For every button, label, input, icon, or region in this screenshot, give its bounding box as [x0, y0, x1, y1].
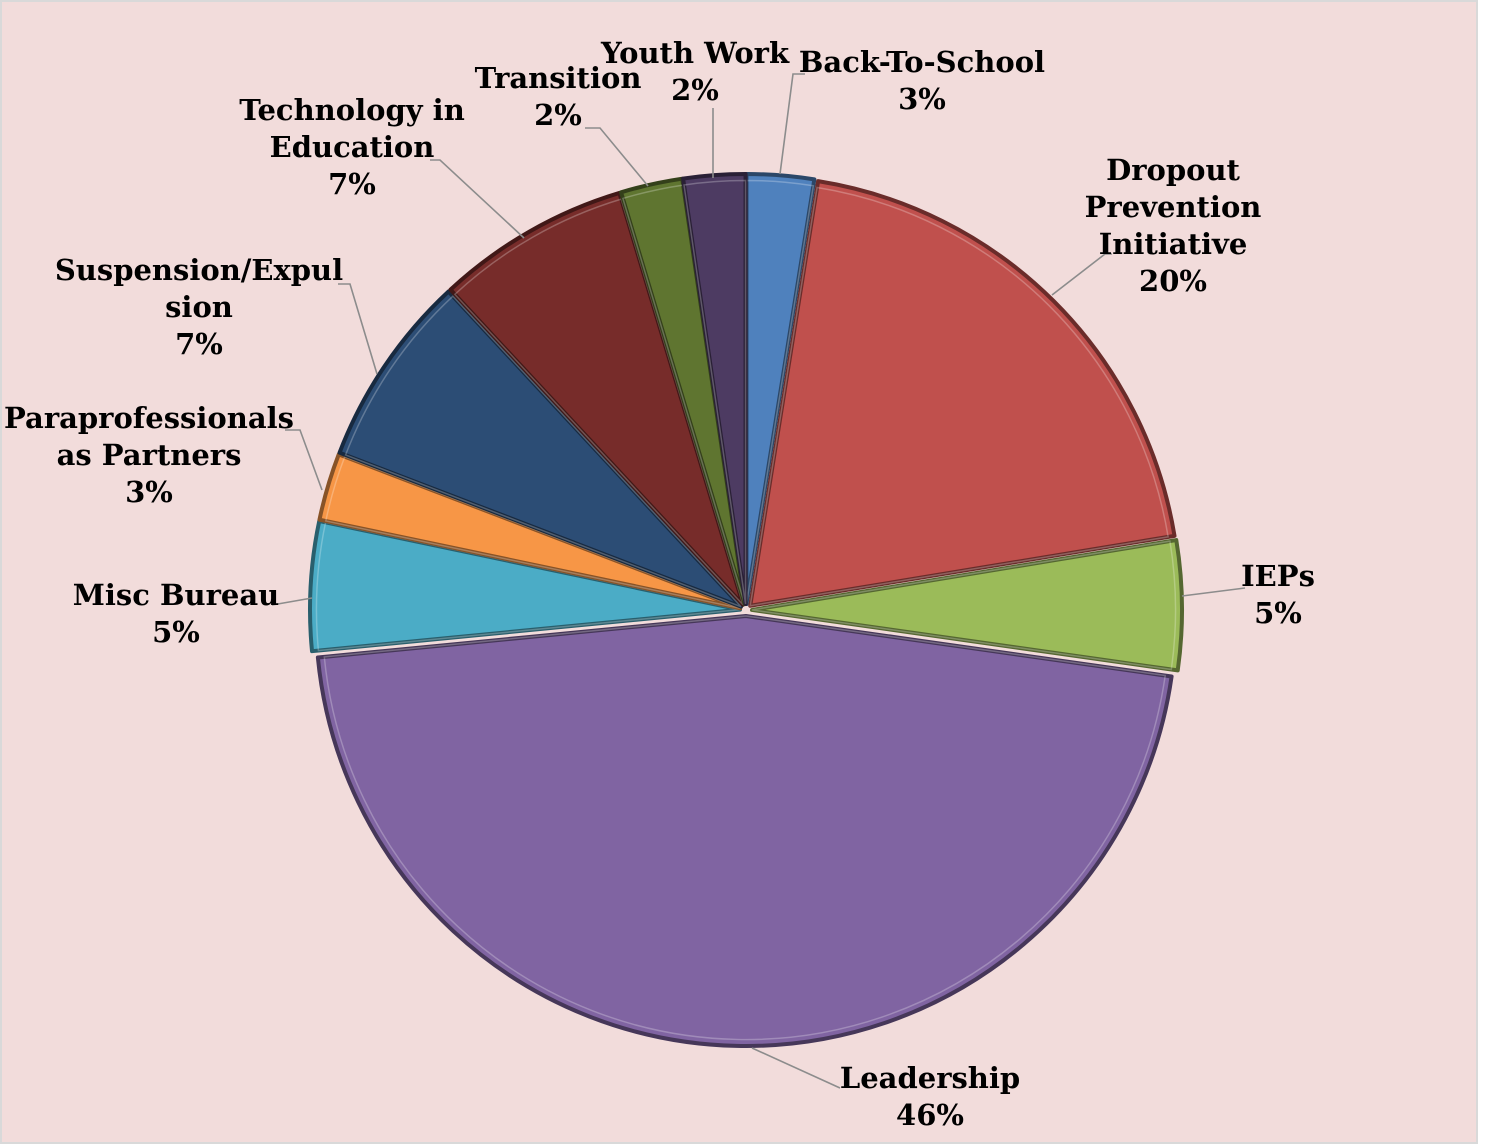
- pie-slices: [308, 172, 1184, 1049]
- data-label-percent: 7%: [175, 327, 223, 361]
- data-label-percent: 7%: [328, 167, 376, 201]
- slice-labels: Back-To-School 3%Dropout Prevention Initiat…: [4, 36, 1315, 1132]
- data-label-name: IEPs: [1241, 559, 1315, 593]
- leader-line: [338, 283, 378, 375]
- pie-slice-technology-in-education: [448, 190, 746, 607]
- data-label-percent: 5%: [152, 615, 200, 649]
- leader-line: [430, 159, 525, 239]
- pie-slice-bevel: [344, 295, 742, 608]
- data-label: Technology in Education 7%: [239, 93, 465, 201]
- pie-slice-leadership: [315, 613, 1174, 1049]
- leader-line: [271, 597, 313, 606]
- data-label-name: Technology in: [239, 93, 465, 127]
- leader-lines: [271, 73, 1246, 1089]
- leader-line: [751, 1047, 841, 1089]
- data-label: Misc Bureau 5%: [73, 578, 279, 649]
- leader-line: [1051, 253, 1112, 296]
- pie-slice-dropout-prevention-initiative: [748, 179, 1177, 608]
- data-label-name: Paraprofessionals: [4, 401, 294, 435]
- data-label: Paraprofessionals as Partners 3%: [4, 401, 294, 509]
- leader-line: [285, 429, 323, 491]
- data-label-percent: 2%: [671, 73, 719, 107]
- data-label: Back-To-School 3%: [799, 45, 1045, 116]
- data-label: Dropout Prevention Initiative 20%: [1085, 153, 1262, 298]
- leader-line: [585, 127, 649, 187]
- pie-slice-suspension-expulsion: [337, 289, 744, 609]
- leader-line: [779, 73, 805, 175]
- data-label-name: Prevention: [1085, 190, 1262, 224]
- data-label-name: as Partners: [57, 438, 242, 472]
- data-label-name: sion: [165, 290, 233, 324]
- data-label: Suspension/Expul sion 7%: [55, 253, 343, 361]
- pie-slice-bevel: [453, 198, 744, 606]
- pie-slice-bevel: [749, 186, 1169, 607]
- data-label-name: Dropout: [1106, 153, 1240, 187]
- pie-slice-bevel: [323, 615, 1167, 1041]
- data-label-name: Leadership: [840, 1061, 1020, 1095]
- data-label-name: Suspension/Expul: [55, 253, 343, 287]
- data-label: Leadership 46%: [840, 1061, 1020, 1132]
- data-label: IEPs 5%: [1241, 559, 1315, 630]
- data-label-percent: 20%: [1139, 264, 1207, 298]
- data-label-percent: 3%: [125, 475, 173, 509]
- data-label-name: Education: [270, 130, 435, 164]
- data-label-percent: 2%: [534, 98, 582, 132]
- data-label: Youth Work 2%: [600, 36, 790, 107]
- pie-slice-bevel: [683, 179, 747, 605]
- data-label-name: Back-To-School: [799, 45, 1045, 79]
- data-label-name: Youth Work: [600, 36, 790, 70]
- pie-slice-youth-work: [681, 172, 748, 607]
- data-label-name: Transition: [475, 61, 642, 95]
- data-label-name: Initiative: [1099, 227, 1248, 261]
- data-label-percent: 5%: [1254, 596, 1302, 630]
- data-label-percent: 46%: [896, 1098, 964, 1132]
- data-label-name: Misc Bureau: [73, 578, 279, 612]
- data-label: Transition 2%: [475, 61, 642, 132]
- data-label-percent: 3%: [898, 82, 946, 116]
- pie-slice-ieps: [750, 538, 1184, 673]
- leader-line: [1181, 587, 1246, 597]
- pie-slice-bevel: [751, 540, 1177, 671]
